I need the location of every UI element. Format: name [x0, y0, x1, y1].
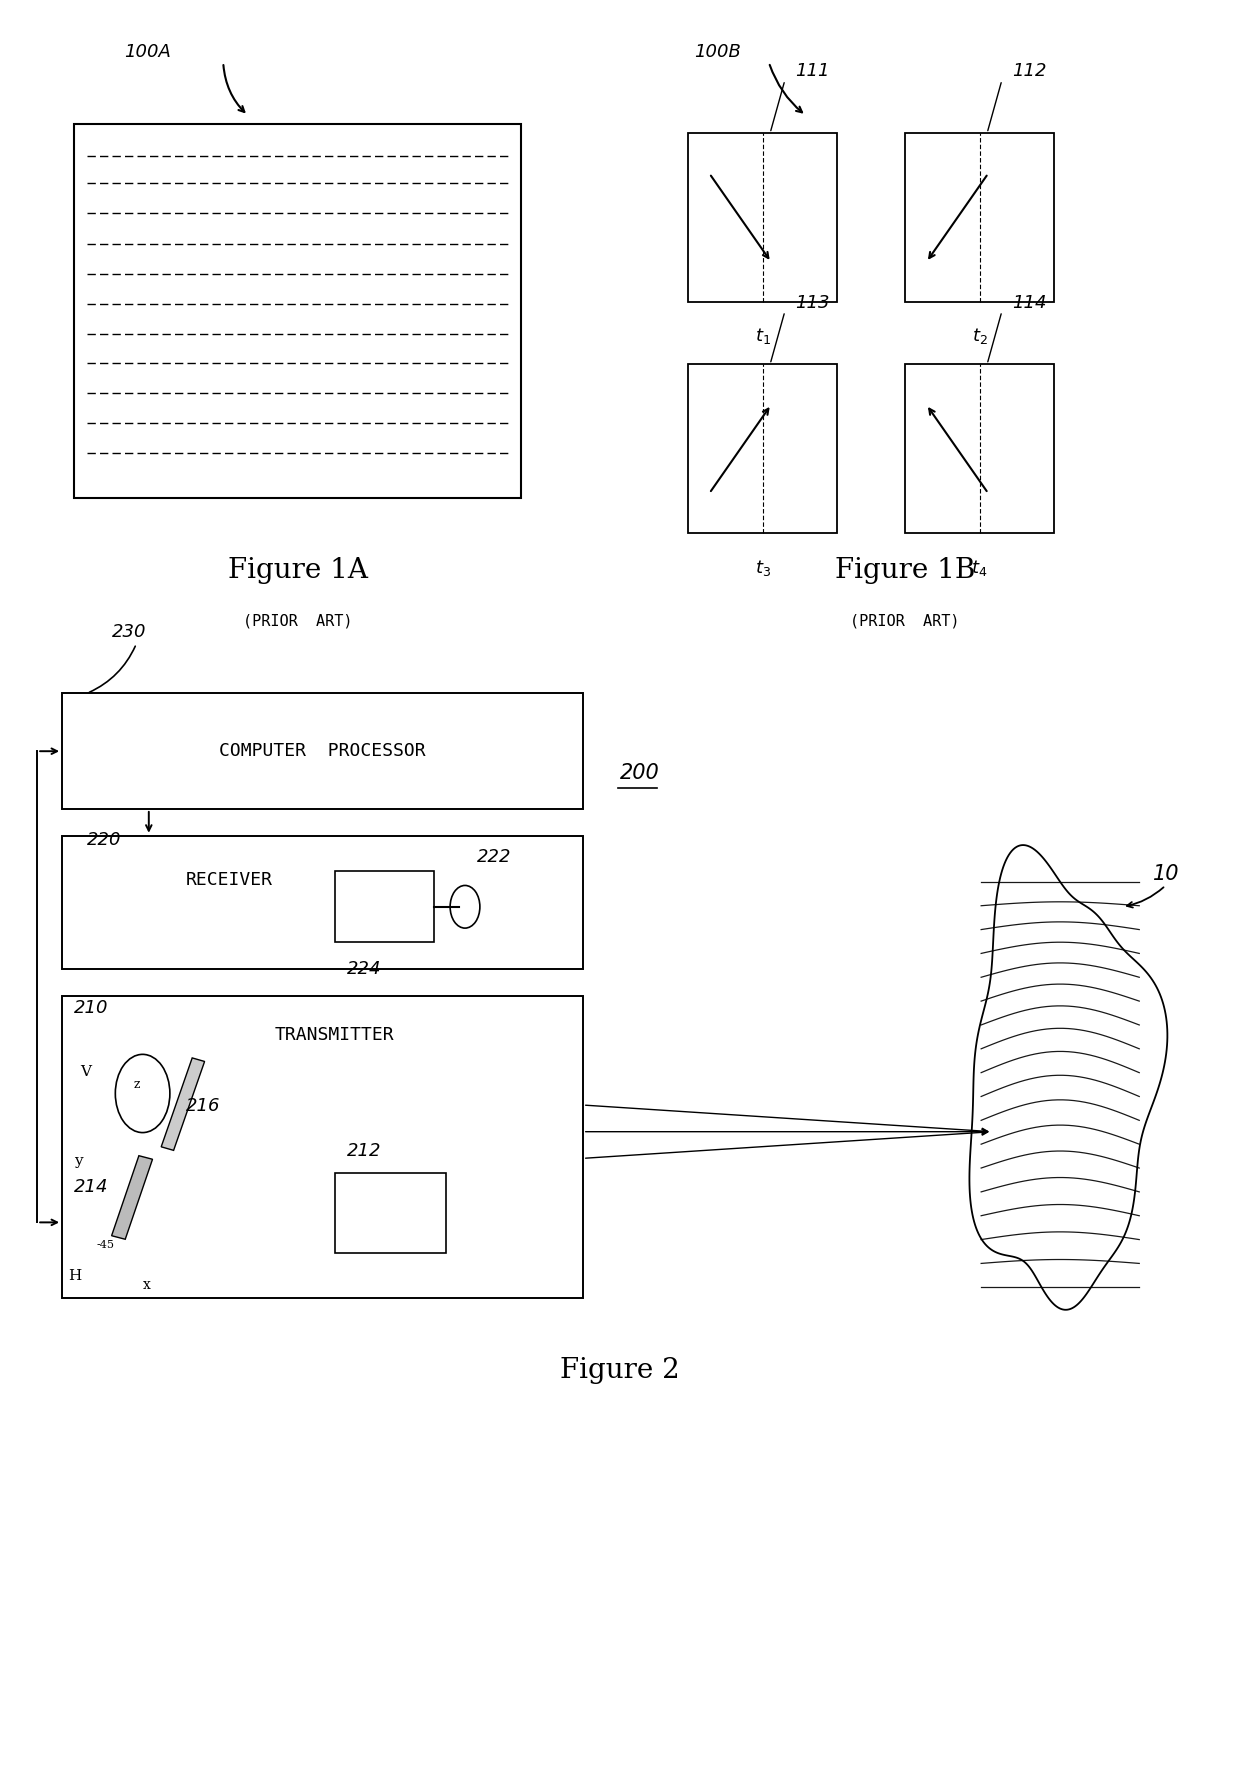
Text: $t_1$: $t_1$	[755, 327, 770, 347]
Text: COMPUTER  PROCESSOR: COMPUTER PROCESSOR	[219, 741, 425, 761]
Text: Figure 2: Figure 2	[560, 1357, 680, 1383]
Text: 100B: 100B	[694, 43, 742, 60]
Text: (PRIOR  ART): (PRIOR ART)	[243, 613, 352, 629]
Text: 216: 216	[186, 1097, 221, 1115]
Text: 212: 212	[347, 1141, 382, 1159]
Text: $t_2$: $t_2$	[972, 327, 987, 347]
Text: 112: 112	[1012, 62, 1047, 80]
Text: $t_3$: $t_3$	[755, 558, 770, 578]
Text: 224: 224	[347, 960, 382, 978]
Text: 111: 111	[795, 62, 830, 80]
Text: RECEIVER: RECEIVER	[186, 871, 273, 889]
Text: TRANSMITTER: TRANSMITTER	[275, 1026, 394, 1044]
Text: 230: 230	[112, 622, 146, 640]
Text: z: z	[134, 1077, 140, 1092]
Polygon shape	[112, 1156, 153, 1239]
Text: 200: 200	[620, 763, 660, 782]
Text: 114: 114	[1012, 293, 1047, 311]
Text: 100A: 100A	[124, 43, 171, 60]
Text: x: x	[143, 1278, 150, 1293]
Text: $t_4$: $t_4$	[971, 558, 988, 578]
Text: 113: 113	[795, 293, 830, 311]
Text: 10: 10	[1153, 864, 1179, 884]
Text: H: H	[68, 1269, 82, 1284]
Text: V: V	[81, 1065, 92, 1079]
Text: y: y	[74, 1154, 83, 1168]
Text: Figure 1A: Figure 1A	[228, 557, 367, 583]
Text: -45: -45	[97, 1241, 115, 1250]
Text: 220: 220	[87, 830, 122, 848]
Polygon shape	[161, 1058, 205, 1150]
Text: 210: 210	[74, 999, 109, 1017]
Text: 214: 214	[74, 1179, 109, 1197]
Text: 222: 222	[477, 848, 512, 866]
Text: (PRIOR  ART): (PRIOR ART)	[851, 613, 960, 629]
Text: Figure 1B: Figure 1B	[835, 557, 976, 583]
